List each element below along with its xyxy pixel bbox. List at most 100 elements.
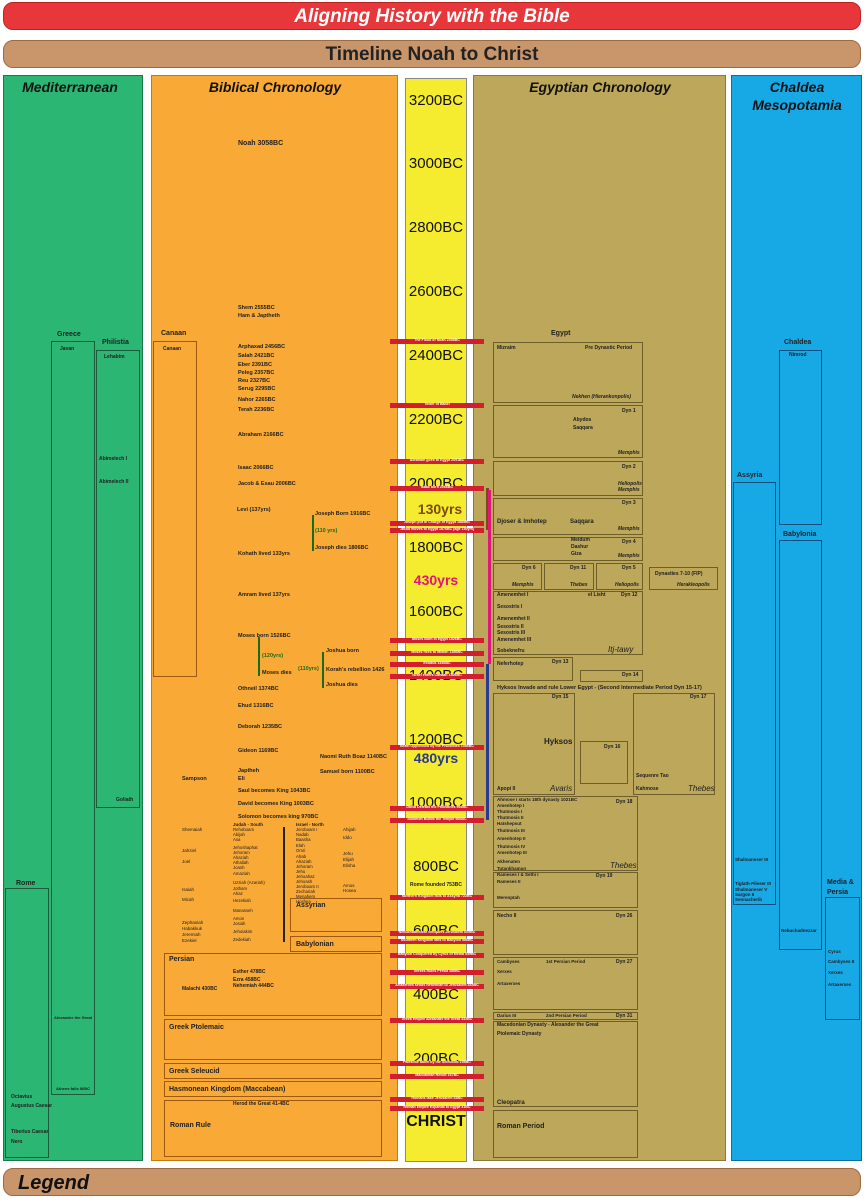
group-box	[290, 936, 382, 952]
title: Aligning History with the Bible	[294, 6, 570, 27]
label: Merenptah	[497, 894, 520, 900]
label: Greece	[57, 330, 81, 338]
label: Hyksos Invade and rule Lower Egypt - (Se…	[497, 685, 702, 692]
label: Dyn 15	[552, 693, 569, 700]
label: Shalmaneser V	[735, 886, 768, 892]
label: Jehu	[343, 850, 353, 856]
label: Alexander the Great	[54, 1015, 93, 1020]
group-box	[493, 1012, 638, 1020]
label: Pre Dynastic Period	[585, 344, 633, 351]
event-label: Northern Kingdom falls to Assyria 722BC	[401, 894, 473, 899]
event-bar	[390, 744, 484, 750]
label: Josiah	[233, 920, 246, 926]
label: Meidum	[571, 536, 590, 543]
event-label: Moses Born in Egypt 1526BC	[412, 637, 462, 642]
event-label: David Defeats the Philistines 994BC	[406, 805, 468, 810]
label: Joel	[182, 858, 191, 864]
label: Micah	[182, 896, 195, 902]
label: Eli	[238, 776, 245, 783]
group-box	[493, 1021, 638, 1107]
group-box	[580, 670, 643, 682]
label: Greek Seleucid	[169, 1067, 220, 1075]
label: Thutmosis II	[497, 814, 524, 820]
label: Kahmose	[636, 785, 659, 792]
label: Hezekiah	[233, 897, 251, 903]
era-label: 1800BC	[408, 538, 464, 556]
label: Dyn 12	[621, 591, 638, 598]
group-box	[596, 563, 643, 590]
label: Noah 3058BC	[238, 139, 284, 147]
label: Shalmaneser III	[735, 856, 769, 862]
label: Amos	[343, 882, 355, 888]
label: Manasseh	[233, 907, 253, 913]
label: Persia	[827, 888, 849, 896]
event-label: Palestine taken by the Seleucids 198BC	[403, 1060, 471, 1065]
era-label: 1200BC	[408, 730, 464, 748]
label: Joseph dies 1806BC	[315, 545, 369, 552]
era-label: 400BC	[413, 986, 459, 1004]
label: Ahijah	[343, 826, 356, 832]
label: el Lisht	[588, 591, 606, 598]
group-box	[493, 957, 638, 1010]
event-bar	[390, 402, 484, 408]
group-box	[164, 1100, 382, 1157]
label: (110 yrs)	[315, 528, 338, 535]
label: Goliath	[116, 796, 134, 803]
era-label: 3200BC	[408, 91, 464, 109]
label: Nimrod	[789, 351, 807, 358]
label: Ahmose I starts 18th dynasty 1021BC	[497, 796, 578, 802]
label: Tutankhamun	[497, 865, 527, 871]
label: Reu 2327BC	[238, 378, 271, 385]
event-label: Israel Oppressed by the Philistines 1086…	[400, 744, 474, 749]
label: Babylonia	[783, 530, 817, 538]
label: Dyn 14	[622, 671, 639, 678]
label: Joshua dies	[326, 682, 358, 689]
label: Jehoram	[296, 863, 313, 869]
era-label: 2600BC	[408, 283, 464, 301]
event-label: Maccabean Revolt 167BC	[415, 1073, 459, 1078]
span-label: 130yrs	[417, 501, 463, 517]
label: Dyn 13	[552, 658, 569, 665]
label: Salah 2421BC	[238, 353, 275, 360]
subtitle-bar: Timeline Noah to Christ	[3, 40, 861, 68]
label: Uzziah (Azariah)	[233, 879, 265, 885]
label: Athaliah	[233, 859, 249, 865]
label: Abraham 2166BC	[238, 432, 284, 439]
label: Itj-tawy	[608, 645, 634, 654]
event-bar	[390, 650, 484, 656]
label: Amenhotep III	[497, 849, 527, 855]
era-label: 2200BC	[408, 411, 464, 428]
event-label: Abraham goes to Egypt 2091BC	[409, 458, 465, 463]
label: Hosea	[343, 887, 357, 893]
label: Lehabim	[104, 353, 125, 360]
label: Naomi Ruth Boaz 1140BC	[320, 754, 387, 761]
event-bar	[390, 1096, 484, 1102]
label: Persian	[169, 955, 195, 963]
group-box	[164, 1019, 382, 1060]
label: Jehoash	[296, 878, 313, 884]
label: Philistia	[102, 338, 129, 346]
label: Solomon becomes king 970BC	[238, 814, 319, 821]
label: Tiglath-Pileser III	[735, 880, 771, 886]
label: (120yrs)	[262, 653, 284, 660]
label: Abijah	[233, 831, 245, 837]
label: Dyn 31	[616, 1012, 633, 1019]
label: Nehemiah 444BC	[233, 982, 274, 989]
label: (110yrs)	[298, 666, 319, 673]
event-label: Isaac born 2066BC	[420, 485, 454, 490]
label: Memphis	[618, 525, 640, 532]
label: Eber 2391BC	[238, 362, 272, 369]
label: Isaiah	[182, 886, 195, 892]
label: Menahem	[296, 893, 316, 899]
label: Saqqara	[570, 519, 594, 525]
label: Abimelech II	[99, 478, 129, 485]
event-bar	[390, 805, 484, 811]
label: Elijah	[343, 856, 355, 862]
connector	[283, 827, 285, 942]
group-box	[51, 341, 95, 1095]
legend-bar: Legend	[3, 1168, 861, 1196]
label: Ezekiel	[182, 937, 197, 943]
label: Egypt	[551, 329, 571, 337]
label: 2nd Persian Period	[546, 1012, 587, 1018]
